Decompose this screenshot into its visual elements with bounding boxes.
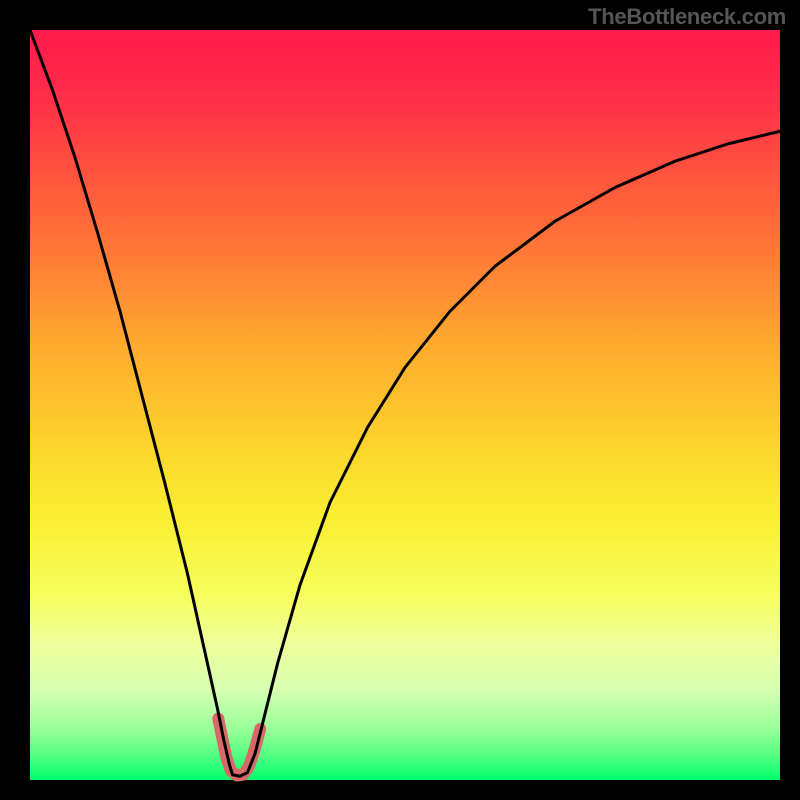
watermark-text: TheBottleneck.com [588,4,786,30]
chart-svg [30,30,780,780]
bottleneck-curve [30,30,780,776]
plot-area [30,30,780,780]
